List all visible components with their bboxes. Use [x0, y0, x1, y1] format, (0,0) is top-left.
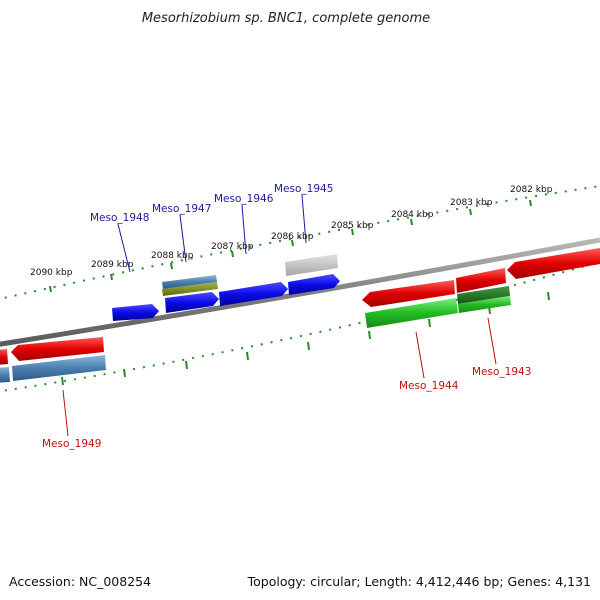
- gene-labels: Meso_1948 Meso_1947 Meso_1946 Meso_1945 …: [42, 183, 531, 450]
- scale-label: 2082 kbp: [510, 185, 553, 195]
- major-tick: [123, 368, 126, 378]
- leader-meso-1946: [241, 204, 247, 255]
- scale-labels: 2090 kbp 2089 kbp 2088 kbp 2087 kbp 2086…: [30, 185, 553, 278]
- major-tick: [49, 285, 52, 293]
- leader-meso-1948: [117, 223, 131, 273]
- major-tick: [428, 318, 431, 328]
- gene-left-edge-feature: [0, 367, 10, 383]
- gene-label-meso-1945[interactable]: Meso_1945: [274, 183, 333, 195]
- major-tick: [246, 351, 249, 361]
- outer-tick-ring: [0, 185, 600, 300]
- major-tick: [368, 330, 371, 340]
- leader-meso-1947: [179, 214, 187, 263]
- gene-meso-1946[interactable]: [219, 282, 288, 306]
- inner-tick-ring: [0, 261, 600, 393]
- accession-text: Accession: NC_008254: [9, 574, 151, 589]
- major-tick: [170, 262, 173, 270]
- major-tick: [110, 273, 113, 281]
- gene-meso-1943[interactable]: [456, 268, 506, 293]
- gene-right-reverse: [507, 248, 600, 279]
- gene-meso-1949[interactable]: [11, 337, 104, 361]
- gene-meso-1947[interactable]: [165, 292, 219, 313]
- genome-title: Mesorhizobium sp. BNC1, complete genome: [142, 11, 430, 26]
- major-tick: [291, 239, 294, 247]
- gene-meso-1947-domain: [162, 282, 218, 296]
- reverse-strand-genes: [0, 248, 600, 383]
- forward-strand-genes: [112, 254, 340, 321]
- major-tick: [307, 341, 310, 351]
- gene-label-meso-1943[interactable]: Meso_1943: [472, 366, 531, 378]
- scale-label: 2084 kbp: [391, 210, 434, 220]
- topology-text: Topology: circular; Length: 4,412,446 bp…: [247, 574, 591, 589]
- scale-label: 2086 kbp: [271, 232, 314, 242]
- gene-meso-1949-feature: [12, 355, 106, 381]
- label-leaders: [62, 194, 497, 437]
- major-tick: [61, 376, 64, 386]
- gene-label-meso-1949[interactable]: Meso_1949: [42, 438, 101, 450]
- gene-meso-1948[interactable]: [112, 304, 159, 321]
- major-tick: [410, 218, 413, 226]
- major-tick: [351, 228, 354, 236]
- leader-meso-1943: [487, 317, 497, 365]
- leader-meso-1949: [62, 389, 69, 437]
- gene-label-meso-1947[interactable]: Meso_1947: [152, 203, 211, 215]
- gene-meso-1945-feature: [285, 254, 338, 276]
- major-tick: [231, 250, 234, 258]
- scale-label: 2090 kbp: [30, 268, 73, 278]
- major-tick: [469, 208, 472, 216]
- leader-meso-1945: [301, 194, 307, 244]
- scale-label: 2088 kbp: [151, 251, 194, 261]
- scale-label: 2083 kbp: [450, 198, 493, 208]
- gene-meso-1943-feature: [457, 286, 510, 304]
- gene-meso-1944[interactable]: [362, 280, 455, 307]
- scale-label: 2085 kbp: [331, 221, 374, 231]
- gene-label-meso-1948[interactable]: Meso_1948: [90, 212, 149, 224]
- gene-meso-1944-feature: [365, 298, 458, 328]
- leader-meso-1944: [415, 331, 425, 379]
- gene-label-meso-1944[interactable]: Meso_1944: [399, 380, 459, 392]
- gene-label-meso-1946[interactable]: Meso_1946: [214, 193, 274, 205]
- gene-meso-1947-feature: [162, 275, 217, 289]
- gene-meso-1943-feature-2: [458, 296, 511, 313]
- major-tick: [185, 360, 188, 370]
- scale-label: 2089 kbp: [91, 260, 134, 270]
- major-tick: [529, 199, 532, 207]
- scale-label: 2087 kbp: [211, 242, 254, 252]
- gene-left-edge: [0, 349, 8, 365]
- gene-meso-1945[interactable]: [288, 274, 340, 295]
- major-tick: [547, 291, 550, 301]
- genome-backbone: [0, 237, 600, 347]
